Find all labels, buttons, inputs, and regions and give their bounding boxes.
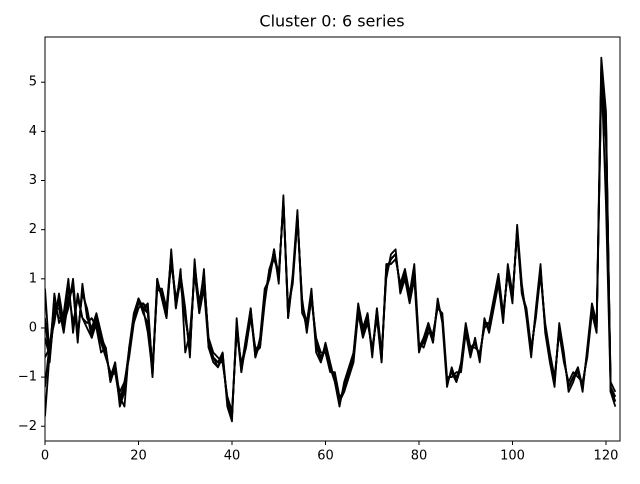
y-tick-label: −2 [18,419,37,434]
y-tick-label: 2 [29,222,37,237]
x-tick-label: 60 [317,449,334,464]
y-tick-label: −1 [18,370,37,385]
x-tick-label: 40 [224,449,241,464]
x-tick-label: 100 [500,449,525,464]
y-tick-label: 3 [29,173,37,188]
y-tick-label: 0 [29,320,37,335]
x-tick-label: 20 [130,449,147,464]
plot-frame [44,36,621,442]
y-tick-label: 5 [29,75,37,90]
series-line [45,76,616,413]
x-tick-label: 0 [41,449,49,464]
y-tick-label: 4 [29,124,37,139]
x-tick-label: 80 [411,449,428,464]
chart-title: Cluster 0: 6 series [259,12,404,31]
y-tick-label: 1 [29,271,37,286]
x-tick-label: 120 [594,449,619,464]
